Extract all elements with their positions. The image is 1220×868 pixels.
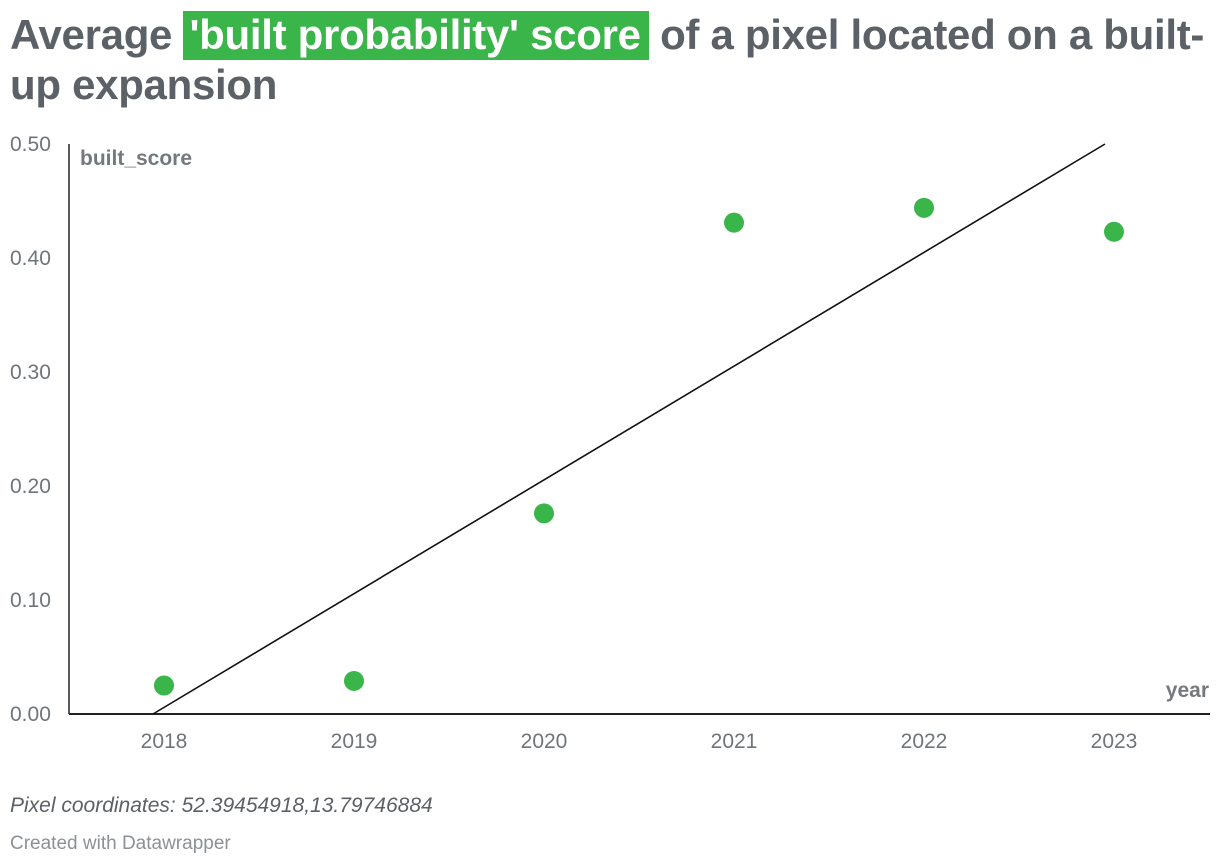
y-tick-label: 0.10 (10, 589, 51, 612)
y-tick-label: 0.00 (10, 703, 51, 726)
x-tick-label: 2022 (901, 730, 948, 753)
x-tick-label: 2019 (331, 730, 378, 753)
x-axis-title: year (1166, 679, 1209, 702)
y-tick-label: 0.20 (10, 475, 51, 498)
chart-credit: Created with Datawrapper (10, 833, 231, 854)
chart-notes: Pixel coordinates: 52.39454918,13.797468… (10, 794, 433, 817)
headline-lead: Average (10, 11, 173, 58)
y-tick-label: 0.40 (10, 247, 51, 270)
data-point-2019[interactable] (344, 670, 364, 691)
data-point-2021[interactable] (724, 212, 744, 233)
x-tick-label: 2020 (521, 730, 568, 753)
data-point-2023[interactable] (1104, 221, 1124, 242)
data-point-2020[interactable] (534, 503, 554, 524)
trend-line (152, 143, 1106, 715)
y-tick-label: 0.30 (10, 361, 51, 384)
y-axis-title: built_score (80, 147, 192, 170)
chart-headline: Average 'built probability' score of a p… (10, 10, 1215, 110)
y-axis-ticks: 0.00 0.10 0.20 0.30 0.40 0.50 (10, 133, 51, 726)
headline-highlight: 'built probability' score (183, 11, 649, 60)
x-tick-label: 2023 (1091, 730, 1138, 753)
y-tick-label: 0.50 (10, 133, 51, 156)
data-point-2022[interactable] (914, 197, 934, 218)
x-axis-ticks: 2018 2019 2020 2021 2022 2023 (141, 730, 1138, 753)
scatter-chart: 0.00 0.10 0.20 0.30 0.40 0.50 2018 2019 2020 202… (10, 133, 1210, 753)
headline-tail: of a pixel located on a built-up expansi… (10, 11, 1205, 108)
x-tick-label: 2018 (141, 730, 188, 753)
data-point-2018[interactable] (154, 675, 174, 696)
x-tick-label: 2021 (711, 730, 758, 753)
data-points (154, 197, 1124, 696)
